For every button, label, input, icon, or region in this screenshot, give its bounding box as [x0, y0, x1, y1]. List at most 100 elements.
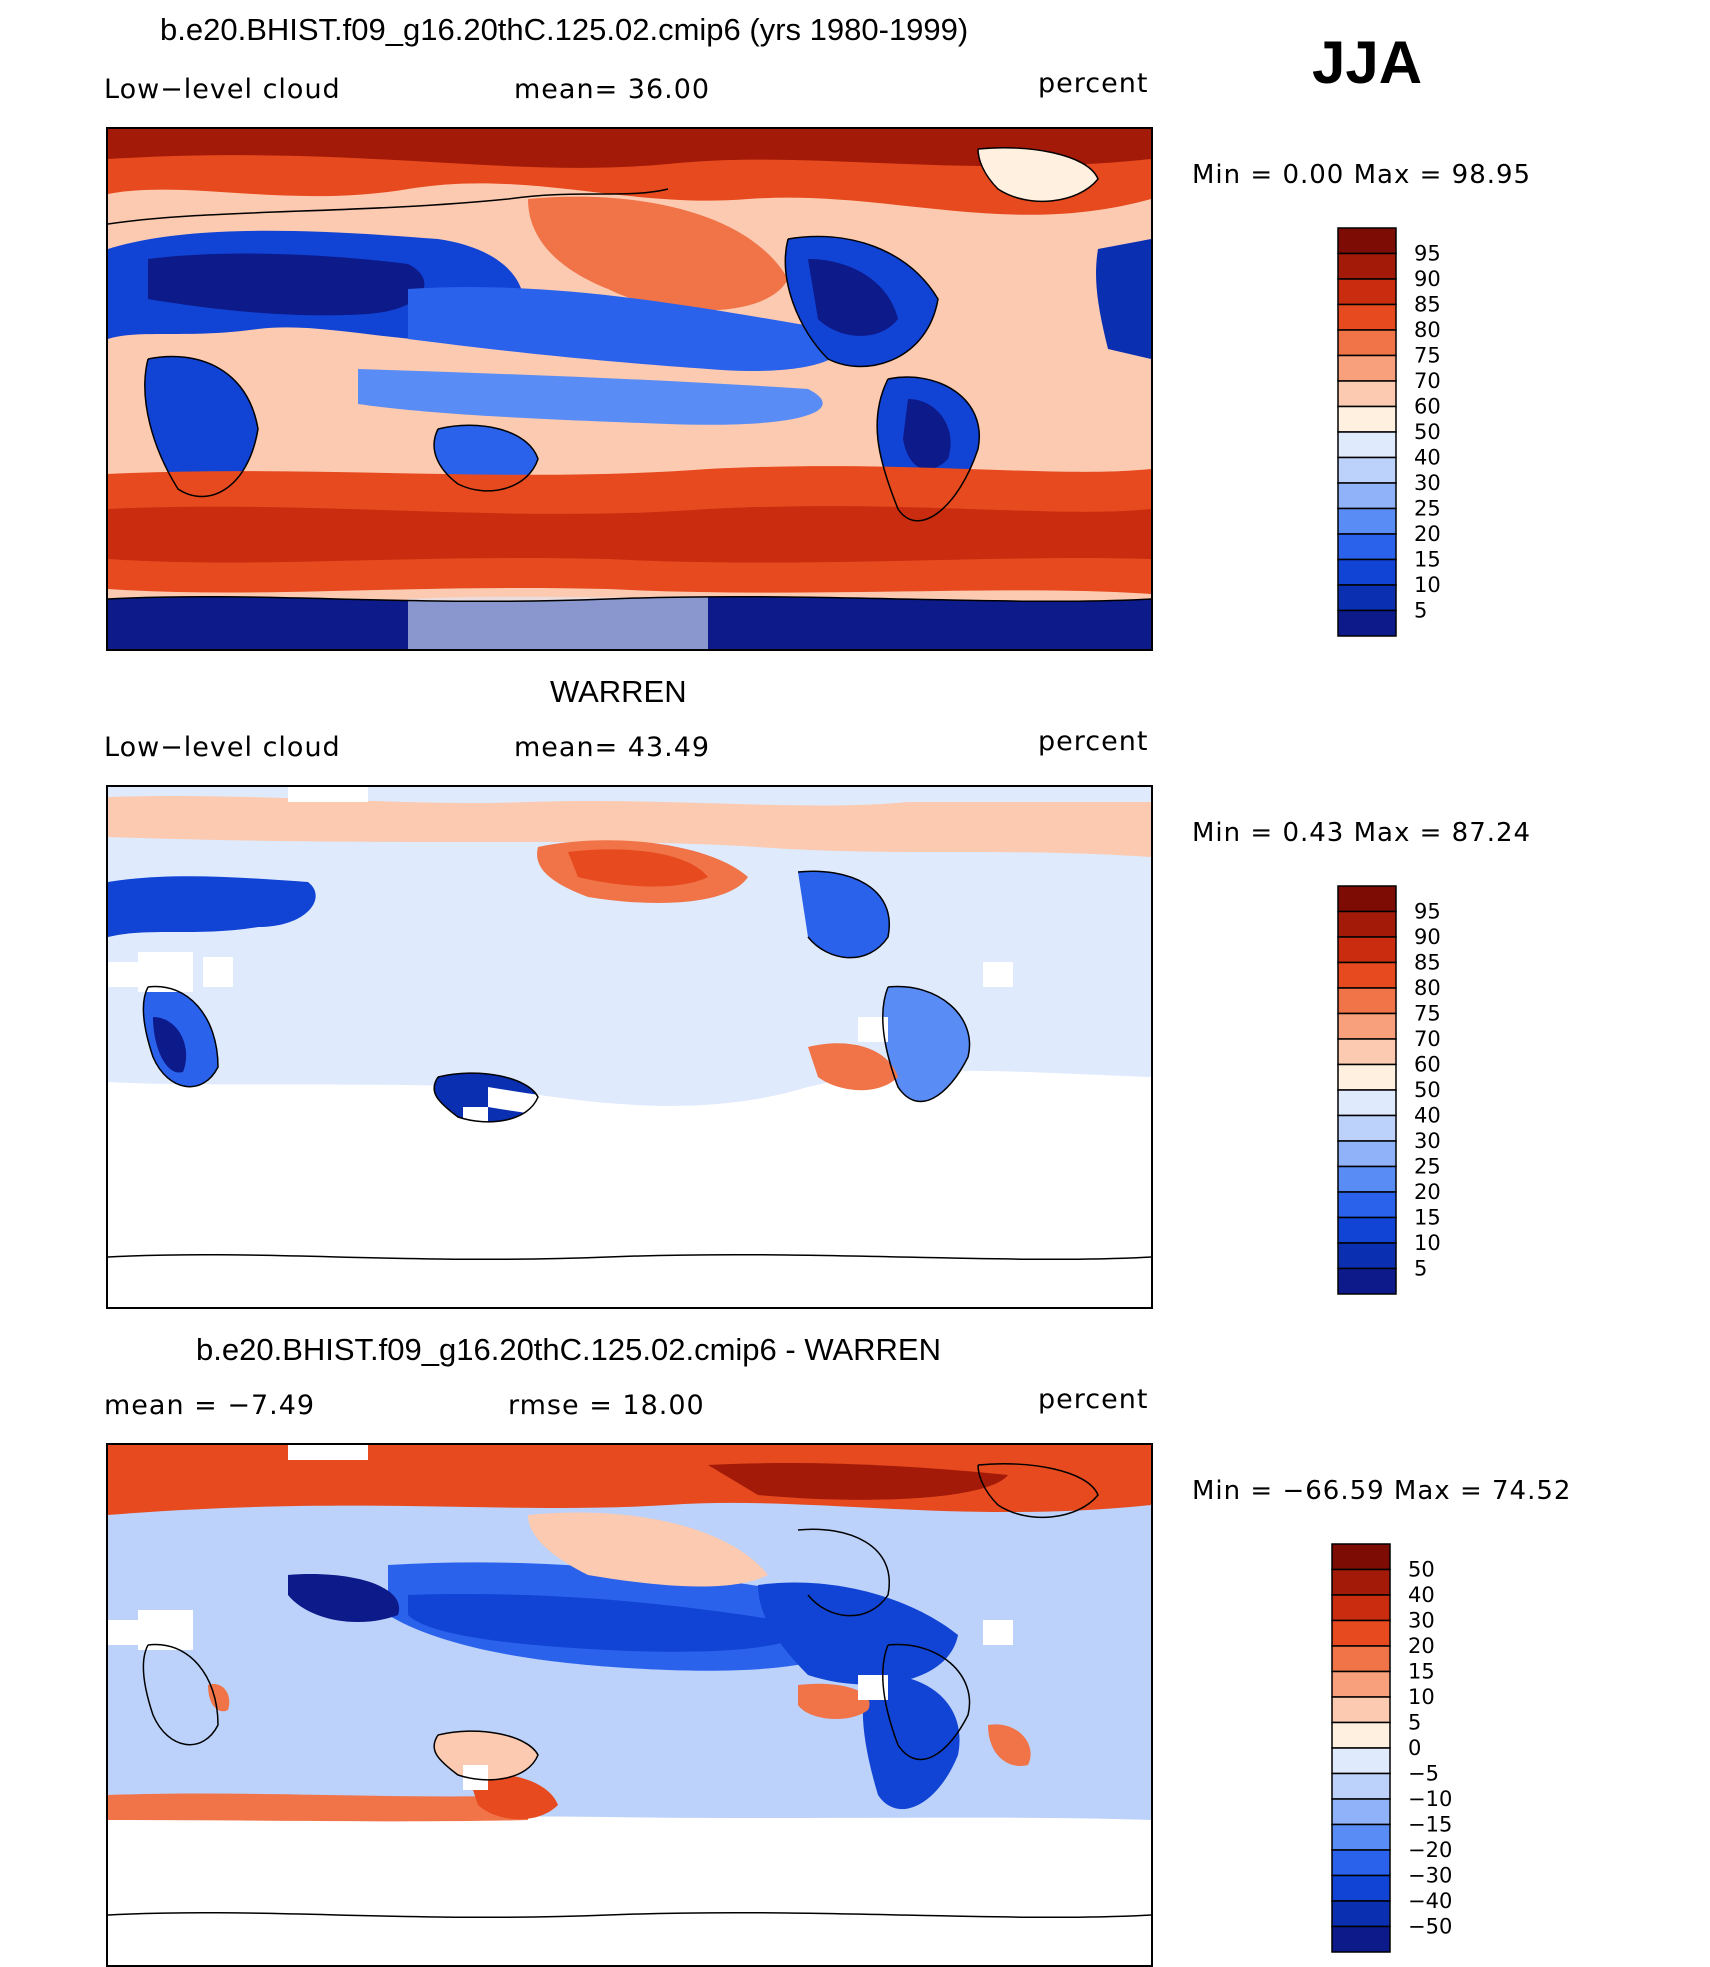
colorbar-box [1331, 1823, 1391, 1851]
colorbar-box [1337, 252, 1397, 280]
colorbar-box [1331, 1772, 1391, 1800]
colorbar-tick-label: 75 [1414, 344, 1441, 368]
panel2-mean-label: mean= 43.49 [514, 732, 711, 763]
colorbar-box [1331, 1696, 1391, 1724]
colorbar-box [1337, 507, 1397, 535]
panel3-mean-label: mean = −7.49 [104, 1390, 316, 1421]
colorbar-box [1337, 1012, 1397, 1040]
colorbar-box [1331, 1568, 1391, 1596]
colorbar-tick-label: 25 [1414, 497, 1441, 521]
colorbar-tick-label: 85 [1414, 293, 1441, 317]
colorbar-tick-label: 90 [1414, 925, 1441, 949]
colorbar-box [1337, 303, 1397, 331]
colorbar-tick-label: 80 [1414, 318, 1441, 342]
colorbar-box [1337, 405, 1397, 433]
colorbar-tick-label: 20 [1408, 1634, 1435, 1658]
panel1-title: b.e20.BHIST.f09_g16.20thC.125.02.cmip6 (… [160, 12, 969, 47]
colorbar-box [1337, 1038, 1397, 1066]
colorbar-box [1331, 1594, 1391, 1622]
colorbar-box [1337, 1089, 1397, 1117]
colorbar-box [1337, 1242, 1397, 1270]
panel3-title: b.e20.BHIST.f09_g16.20thC.125.02.cmip6 -… [196, 1332, 941, 1367]
colorbar-box [1337, 482, 1397, 510]
colorbar-box [1337, 1114, 1397, 1142]
colorbar-tick-label: −5 [1408, 1762, 1439, 1786]
colorbar-box [1331, 1721, 1391, 1749]
colorbar-tick-label: 10 [1414, 573, 1441, 597]
colorbar-box [1337, 533, 1397, 561]
colorbar-tick-label: 80 [1414, 976, 1441, 1000]
season-label: JJA [1312, 29, 1423, 96]
colorbar-tick-label: 15 [1414, 1206, 1441, 1230]
panel3-rmse-label: rmse = 18.00 [508, 1390, 705, 1421]
colorbar-box [1337, 431, 1397, 459]
colorbar-box [1337, 936, 1397, 964]
colorbar-tick-label: 5 [1414, 1257, 1427, 1281]
panel2-units-label: percent [1038, 726, 1149, 757]
panel1-minmax: Min = 0.00 Max = 98.95 [1192, 160, 1532, 190]
colorbar-box [1337, 227, 1397, 255]
colorbar-box [1331, 1747, 1391, 1775]
colorbar-box [1337, 354, 1397, 382]
panel1-map [106, 127, 1153, 651]
colorbar-box [1337, 558, 1397, 586]
panel3-map [106, 1443, 1153, 1967]
colorbar-tick-label: 10 [1408, 1685, 1435, 1709]
colorbar-tick-label: −20 [1408, 1838, 1452, 1862]
colorbar-box [1337, 1267, 1397, 1295]
colorbar-tick-label: 20 [1414, 1180, 1441, 1204]
panel3-units-label: percent [1038, 1384, 1149, 1415]
colorbar-tick-label: 15 [1414, 548, 1441, 572]
colorbar-tick-label: 60 [1414, 1053, 1441, 1077]
panel1-variable-label: Low−level cloud [104, 74, 341, 105]
panel2-variable-label: Low−level cloud [104, 732, 341, 763]
colorbar-box [1331, 1874, 1391, 1902]
colorbar-box [1331, 1543, 1391, 1571]
colorbar-tick-label: 90 [1414, 267, 1441, 291]
colorbar-box [1337, 278, 1397, 306]
colorbar-tick-label: −50 [1408, 1915, 1452, 1939]
colorbar-box [1337, 1216, 1397, 1244]
colorbar-tick-label: −30 [1408, 1864, 1452, 1888]
colorbar-box [1331, 1900, 1391, 1928]
colorbar-box [1337, 584, 1397, 612]
colorbar-tick-label: 40 [1414, 1104, 1441, 1128]
colorbar-box [1337, 910, 1397, 938]
colorbar-tick-label: 5 [1414, 599, 1427, 623]
colorbar-tick-label: 40 [1408, 1583, 1435, 1607]
panel2-map [106, 785, 1153, 1309]
colorbar-tick-label: −15 [1408, 1813, 1452, 1837]
colorbar-tick-label: 75 [1414, 1002, 1441, 1026]
colorbar-box [1331, 1645, 1391, 1673]
colorbar-tick-label: 50 [1414, 420, 1441, 444]
colorbar-tick-label: 20 [1414, 522, 1441, 546]
colorbar-box [1337, 456, 1397, 484]
colorbar-box [1337, 961, 1397, 989]
colorbar-tick-label: 25 [1414, 1155, 1441, 1179]
colorbar-tick-label: −10 [1408, 1787, 1452, 1811]
colorbar-tick-label: 5 [1408, 1711, 1421, 1735]
panel1-mean-label: mean= 36.00 [514, 74, 711, 105]
colorbar-tick-label: 30 [1414, 1129, 1441, 1153]
colorbar-box [1331, 1798, 1391, 1826]
colorbar-box [1331, 1670, 1391, 1698]
colorbar-tick-label: 95 [1414, 900, 1441, 924]
panel2-title: WARREN [550, 674, 687, 709]
colorbar-tick-label: 40 [1414, 446, 1441, 470]
colorbar-box [1337, 609, 1397, 637]
colorbar-tick-label: 30 [1408, 1609, 1435, 1633]
colorbar-box [1337, 1063, 1397, 1091]
colorbar-tick-label: 15 [1408, 1660, 1435, 1684]
colorbar-tick-label: 50 [1414, 1078, 1441, 1102]
colorbar-box [1337, 885, 1397, 913]
colorbar-box [1331, 1925, 1391, 1953]
colorbar-tick-label: 95 [1414, 242, 1441, 266]
colorbar-tick-label: 50 [1408, 1558, 1435, 1582]
colorbar-box [1337, 329, 1397, 357]
colorbar-box [1337, 1165, 1397, 1193]
colorbar-box [1337, 1191, 1397, 1219]
panel1-units-label: percent [1038, 68, 1149, 99]
